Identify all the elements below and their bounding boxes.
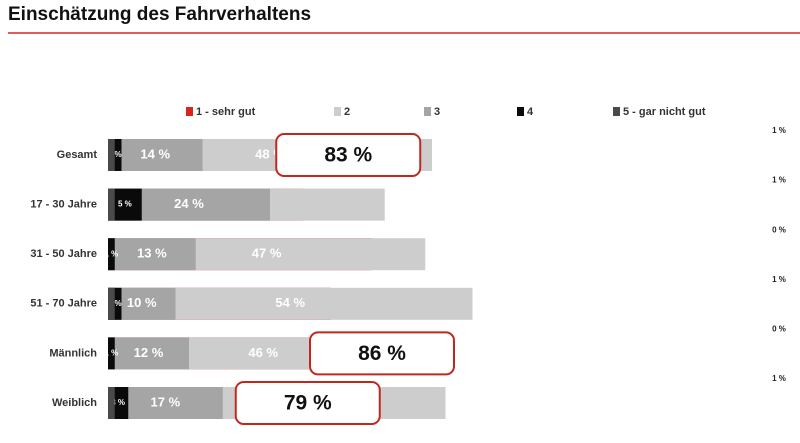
callout-label: 79 % bbox=[284, 392, 332, 415]
bar-segment bbox=[108, 287, 115, 320]
chart-title: Einschätzung des Fahrverhaltens bbox=[8, 4, 311, 25]
callout-label: 86 % bbox=[358, 342, 406, 365]
value-label: 1 % bbox=[104, 349, 118, 358]
legend-label: 3 bbox=[434, 106, 440, 118]
category-label: 51 - 70 Jahre bbox=[30, 298, 97, 310]
value-label: 1 % bbox=[772, 126, 786, 135]
value-label: 10 % bbox=[127, 295, 157, 310]
bar-segment bbox=[108, 337, 115, 370]
value-label: 47 % bbox=[252, 246, 282, 261]
bar-segment bbox=[108, 337, 189, 370]
value-label: 1 % bbox=[104, 249, 118, 258]
bar-segment bbox=[108, 139, 115, 171]
legend-swatch bbox=[424, 107, 431, 116]
value-label: 0 % bbox=[772, 325, 786, 334]
value-label: 0 % bbox=[772, 225, 786, 234]
bar-segment bbox=[108, 188, 115, 221]
value-label: 54 % bbox=[275, 295, 305, 310]
bar-segment bbox=[108, 238, 196, 271]
legend-label: 2 bbox=[344, 106, 350, 118]
callout-box bbox=[275, 133, 422, 177]
value-label: 5 % bbox=[118, 200, 132, 209]
category-label: 31 - 50 Jahre bbox=[30, 248, 97, 260]
bar-segment bbox=[108, 387, 115, 419]
legend-label: 1 - sehr gut bbox=[196, 106, 256, 118]
value-label: 1 % bbox=[772, 176, 786, 185]
value-label: 46 % bbox=[248, 345, 278, 360]
value-label: 12 % bbox=[134, 345, 164, 360]
value-label: 3 % bbox=[111, 398, 125, 407]
legend-label: 4 bbox=[527, 106, 534, 118]
value-label: 14 % bbox=[140, 146, 170, 161]
bar-segment bbox=[108, 139, 203, 171]
callout-label: 83 % bbox=[324, 144, 372, 167]
legend-swatch bbox=[334, 107, 341, 116]
category-label: Männlich bbox=[49, 347, 97, 359]
category-label: Gesamt bbox=[57, 149, 98, 161]
value-label: 13 % bbox=[137, 246, 167, 261]
category-label: 17 - 30 Jahre bbox=[30, 199, 97, 211]
value-label: 24 % bbox=[174, 196, 204, 211]
value-label: 17 % bbox=[151, 394, 181, 409]
callout-box bbox=[309, 331, 455, 376]
callout-box bbox=[234, 381, 381, 425]
value-label: 1 % bbox=[772, 374, 786, 383]
category-label: Weiblich bbox=[52, 397, 97, 409]
bar-segment bbox=[108, 238, 115, 271]
legend-swatch bbox=[613, 107, 620, 116]
legend-swatch bbox=[186, 107, 193, 116]
value-label: 1 % bbox=[772, 275, 786, 284]
legend-label: 5 - gar nicht gut bbox=[623, 106, 706, 118]
legend-swatch bbox=[517, 107, 524, 116]
